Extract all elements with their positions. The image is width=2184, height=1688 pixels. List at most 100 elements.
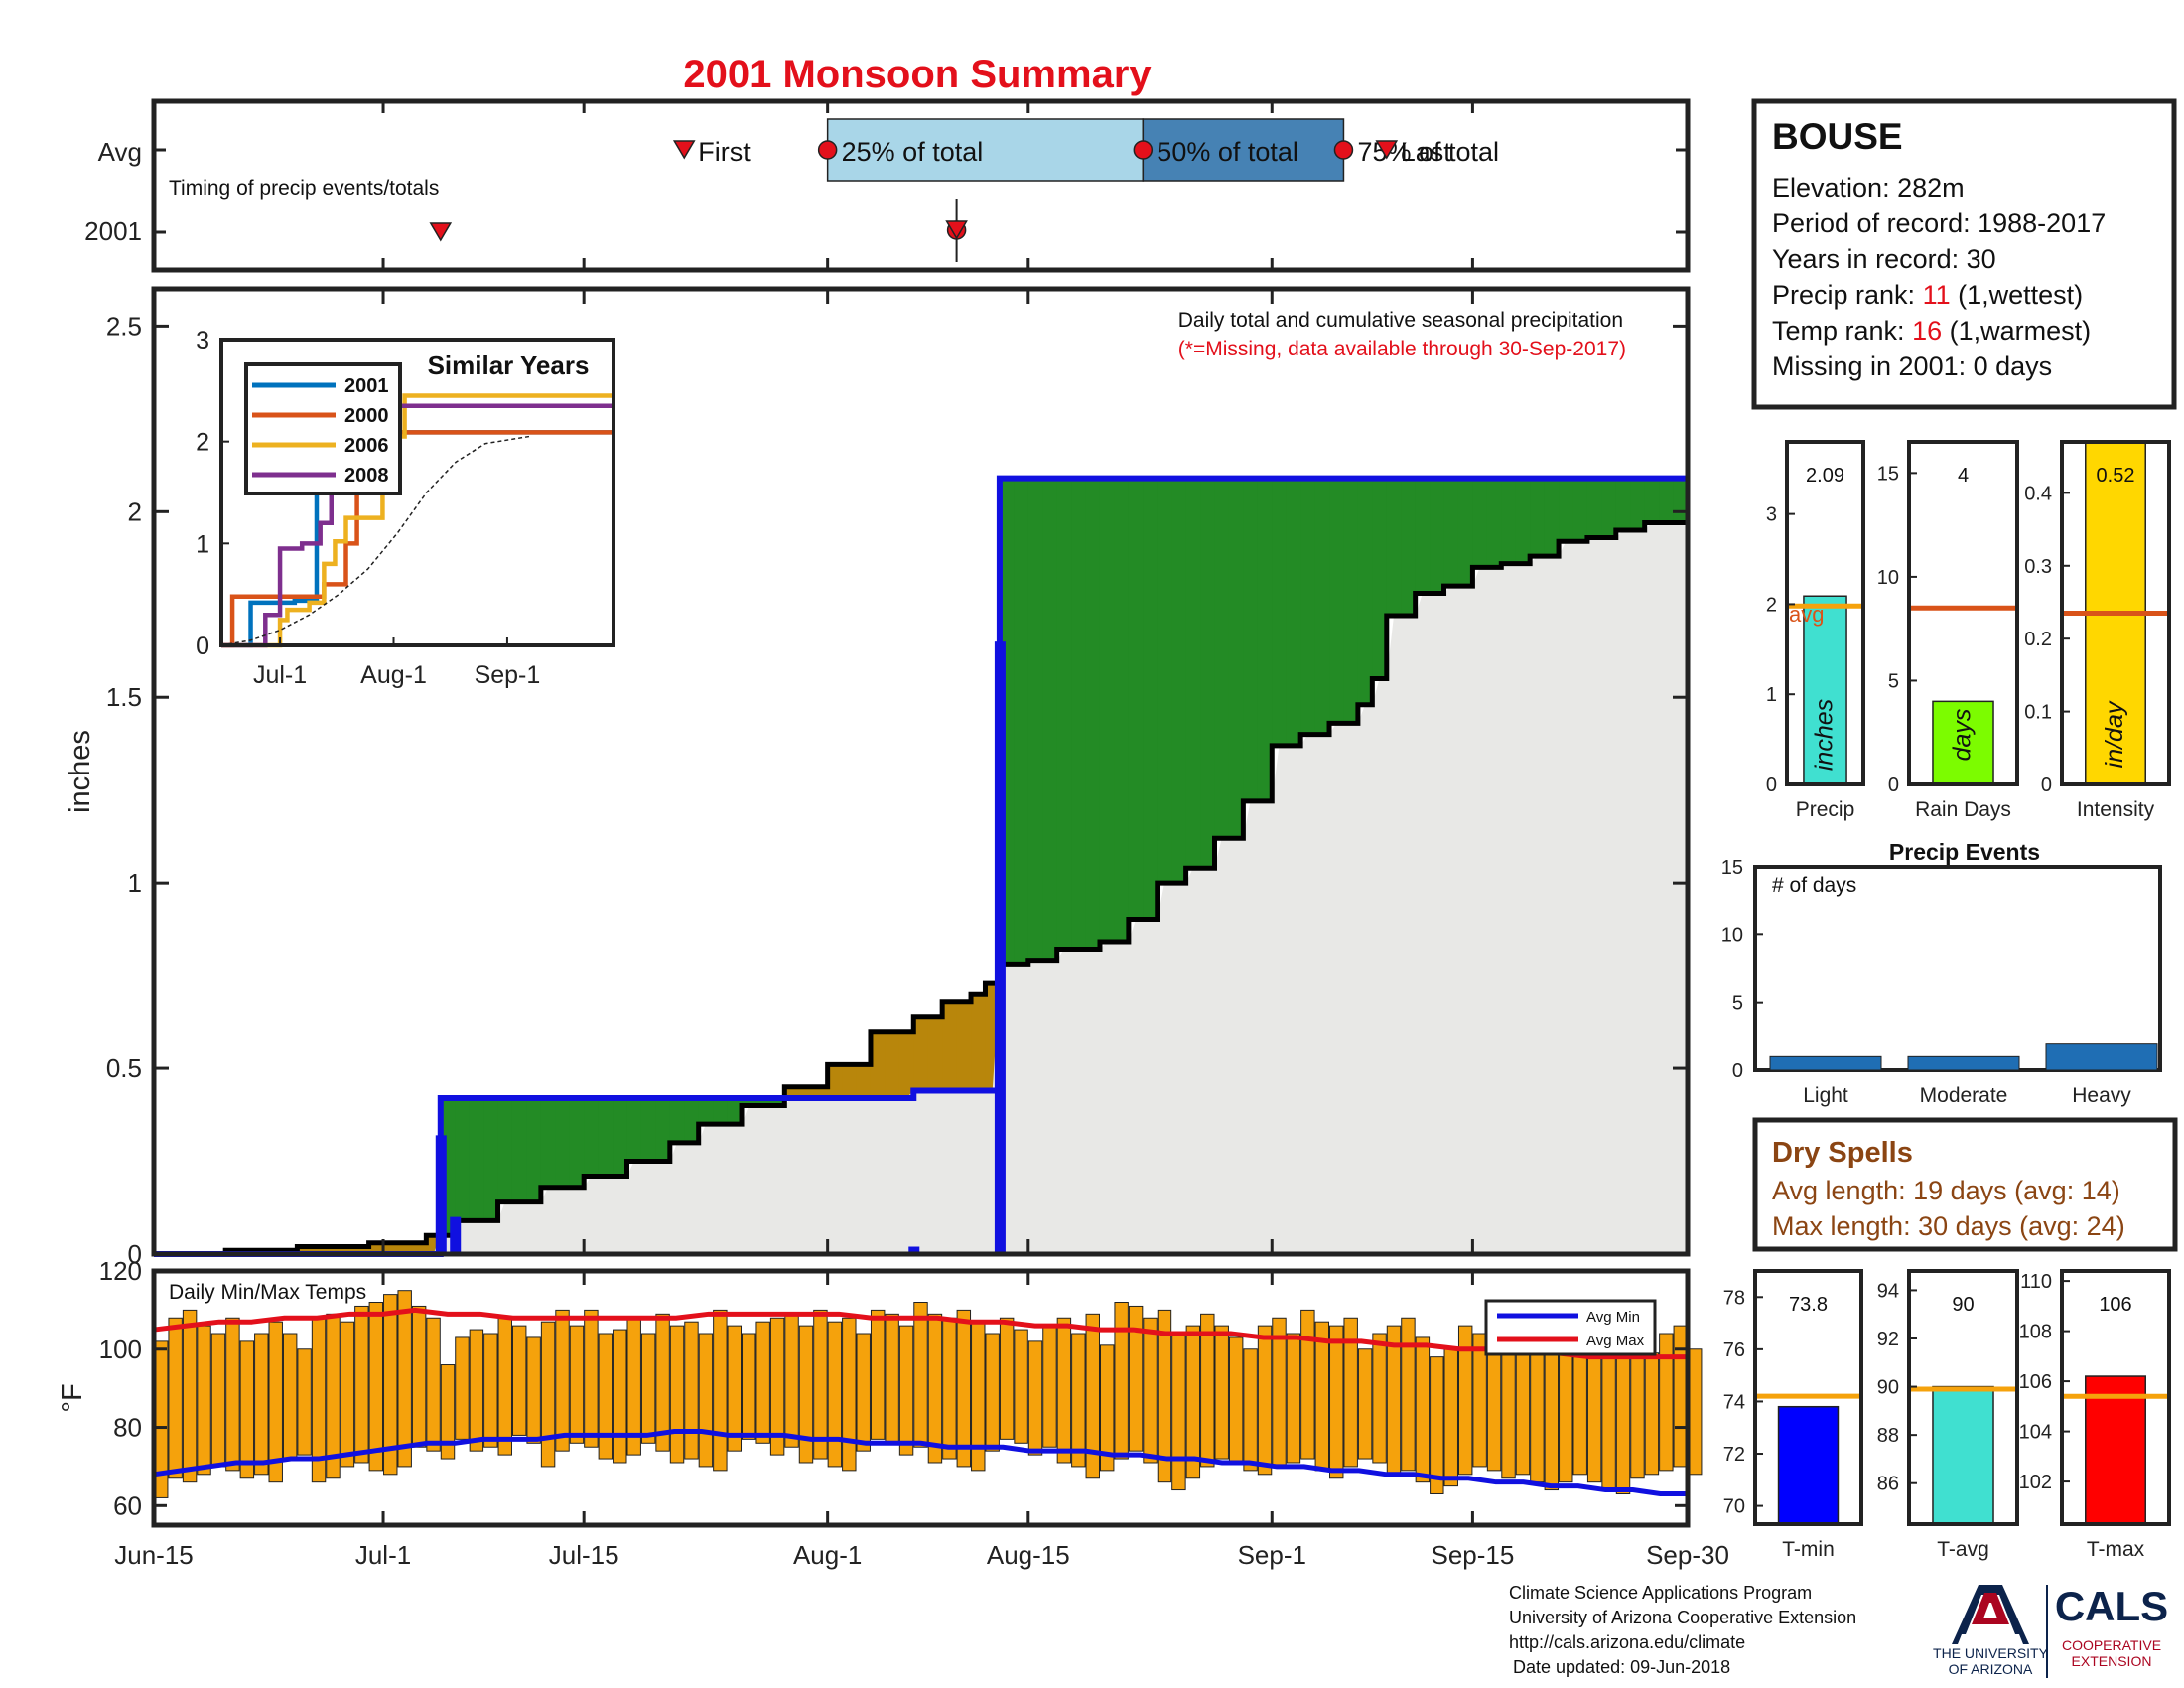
temp-panel-frame <box>151 1268 1691 1528</box>
events-bar-light <box>1769 1055 1882 1071</box>
timing-50-75-box <box>1142 118 1345 182</box>
cumulative-area <box>154 522 1688 1254</box>
precip-y-tick-label: 2.5 <box>106 311 142 341</box>
daily-temp-bar <box>368 1302 384 1472</box>
above-average-fill <box>1472 478 1488 568</box>
avg-last-marker <box>1375 140 1399 160</box>
inset-legend: 2001 2000 2006 2008 <box>244 362 402 495</box>
station-temp-rank: Temp rank: 16 (1,warmest) <box>1772 316 2091 346</box>
daily-temp-bar <box>168 1317 183 1479</box>
avg-50-marker <box>1133 140 1154 160</box>
daily-temp-bar <box>713 1309 728 1472</box>
daily-temp-bar <box>497 1317 512 1456</box>
temp-legend: Avg Min Avg Max <box>1484 1299 1657 1356</box>
station-years: Years in record: 30 <box>1772 244 1996 274</box>
rain-days-summary-label: Rain Days <box>1915 798 2011 821</box>
above-average-fill <box>684 1097 700 1143</box>
below-average-fill <box>870 1031 887 1098</box>
events-category-label: Heavy <box>2072 1084 2131 1107</box>
above-average-fill <box>1143 478 1159 920</box>
cals-line2: EXTENSION <box>2072 1653 2152 1669</box>
daily-temp-bar <box>1329 1325 1344 1479</box>
tmin-summary-label: T-min <box>1782 1538 1835 1561</box>
above-average-fill <box>1243 478 1259 801</box>
rain-days-summary-tick-label: 5 <box>1888 670 1899 692</box>
above-average-fill <box>1200 478 1216 869</box>
above-average-fill <box>1286 478 1301 746</box>
x-axis: Jun-15 Jul-1 Jul-15 Aug-1 Aug-15 Sep-1 Sep-15 S… <box>114 1271 1729 1570</box>
tavg-summary-tick-label: 90 <box>1877 1377 1899 1399</box>
x-tick-label: Jul-15 <box>549 1540 619 1570</box>
temp-legend-frame <box>1484 1299 1657 1356</box>
daily-temp-bar <box>1099 1344 1115 1472</box>
footer-url[interactable]: http://cals.arizona.edu/climate <box>1509 1632 1745 1652</box>
tmax-summary-tick-label: 104 <box>2019 1422 2052 1444</box>
dry-spells-frame <box>1752 1117 2178 1252</box>
tmin-summary-tick-label: 78 <box>1723 1287 1745 1309</box>
daily-temp-bar <box>511 1325 527 1436</box>
daily-temp-bar <box>1243 1348 1258 1472</box>
below-average-fill <box>813 1086 829 1098</box>
above-average-fill <box>1228 478 1244 839</box>
above-average-fill <box>1257 478 1273 801</box>
above-average-fill <box>526 1097 542 1202</box>
daily-temp-bar <box>655 1313 670 1452</box>
above-average-fill <box>1457 478 1474 587</box>
daily-temp-bar <box>1601 1336 1616 1491</box>
above-average-fill <box>1630 478 1646 530</box>
rain-days-summary-unit-label: days <box>1949 709 1977 762</box>
daily-temp-bar <box>727 1325 743 1452</box>
above-average-fill <box>1357 478 1373 705</box>
precip-events-caption: # of days <box>1772 874 1856 897</box>
daily-temp-bar <box>1085 1313 1100 1479</box>
above-average-fill <box>1559 478 1574 542</box>
above-average-fill <box>1615 478 1631 530</box>
daily-temp-bar <box>469 1329 484 1452</box>
timing-last-label: Last <box>1401 137 1452 167</box>
x-tick-label: Jul-1 <box>355 1540 411 1570</box>
events-bar-heavy <box>2045 1043 2158 1071</box>
ua-line1: THE UNIVERSITY <box>1933 1645 2049 1661</box>
x-tick-label: Jun-15 <box>114 1540 194 1570</box>
daily-temp-bar <box>1386 1325 1402 1476</box>
above-average-fill <box>1386 478 1402 616</box>
daily-temp-bar <box>455 1336 470 1440</box>
tavg-summary-tick-label: 92 <box>1877 1329 1899 1350</box>
above-average-fill <box>1214 478 1230 839</box>
precip-rank-suffix: (1,wettest) <box>1958 280 2083 310</box>
daily-temp-bar <box>1300 1309 1315 1460</box>
rain-days-summary-tick-label: 10 <box>1877 567 1899 589</box>
avg-max-line <box>153 1307 1688 1360</box>
above-average-fill <box>1300 478 1316 735</box>
timing-row-avg-label: Avg <box>98 137 142 167</box>
daily-temp-bar <box>1157 1309 1172 1483</box>
daily-temp-bar <box>1343 1317 1358 1468</box>
daily-temp-bar <box>827 1321 843 1468</box>
intensity-summary-value-label: 0.52 <box>2097 465 2135 487</box>
dry-spells-panel: Dry Spells Avg length: 19 days (avg: 14)… <box>1752 1117 2178 1252</box>
daily-temp-bar <box>254 1333 269 1476</box>
rain-days-summary-tick-label: 15 <box>1877 463 1899 485</box>
tavg-summary-bar <box>1932 1385 1994 1525</box>
daily-temp-bar <box>1228 1336 1244 1464</box>
above-average-fill <box>1443 478 1459 587</box>
daily-temp-bar <box>842 1317 857 1472</box>
inset-y-tick-label: 2 <box>196 429 209 457</box>
avg-cumulative-line <box>154 520 1688 1257</box>
below-average-fill <box>913 1016 929 1091</box>
above-average-fill <box>1171 478 1187 884</box>
above-average-fill <box>584 1097 600 1177</box>
precip-summary-tick-label: 0 <box>1766 774 1777 796</box>
below-average-fill <box>898 1031 914 1098</box>
above-average-fill <box>1027 478 1043 961</box>
timing-panel: Avg 2001 Timing of precip events/totals … <box>84 98 1691 273</box>
daily-temp-bar <box>526 1336 541 1444</box>
avg-25-marker <box>817 140 838 160</box>
daily-temp-bar <box>1486 1344 1502 1472</box>
tavg-summary-frame <box>1907 1269 2019 1526</box>
above-average-fill <box>1486 478 1502 568</box>
inset-x-tick-label: Jul-1 <box>253 661 307 689</box>
below-average-fill <box>798 1086 814 1098</box>
